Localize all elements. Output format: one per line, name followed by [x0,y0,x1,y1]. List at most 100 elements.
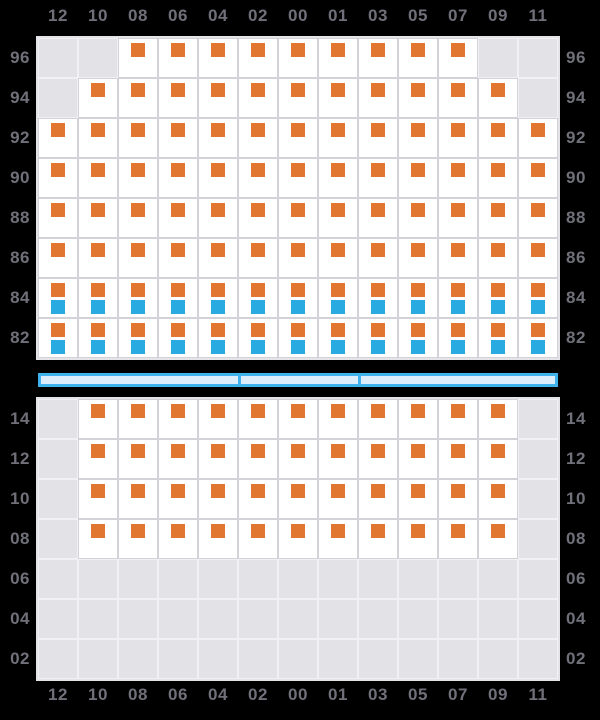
grid-cell[interactable] [518,238,558,278]
grid-cell[interactable] [78,78,118,118]
grid-cell[interactable] [398,278,438,318]
grid-cell[interactable] [318,399,358,439]
grid-cell[interactable] [278,439,318,479]
grid-cell[interactable] [158,278,198,318]
grid-cell[interactable] [318,158,358,198]
grid-cell[interactable] [78,158,118,198]
grid-cell[interactable] [278,399,318,439]
grid-cell[interactable] [318,78,358,118]
grid-cell[interactable] [238,519,278,559]
grid-cell[interactable] [518,198,558,238]
grid-cell[interactable] [518,158,558,198]
grid-cell[interactable] [318,519,358,559]
grid-cell[interactable] [198,38,238,78]
grid-cell[interactable] [358,78,398,118]
grid-cell[interactable] [438,519,478,559]
grid-cell[interactable] [238,479,278,519]
grid-cell[interactable] [118,479,158,519]
grid-cell[interactable] [478,479,518,519]
grid-cell[interactable] [438,158,478,198]
grid-cell[interactable] [158,238,198,278]
grid-cell[interactable] [358,118,398,158]
grid-cell[interactable] [478,198,518,238]
grid-cell[interactable] [438,318,478,358]
grid-cell[interactable] [318,238,358,278]
grid-cell[interactable] [158,318,198,358]
grid-cell[interactable] [198,479,238,519]
grid-cell[interactable] [238,78,278,118]
grid-cell[interactable] [118,158,158,198]
grid-cell[interactable] [358,399,398,439]
grid-cell[interactable] [318,38,358,78]
grid-cell[interactable] [238,278,278,318]
grid-cell[interactable] [438,238,478,278]
grid-cell[interactable] [278,238,318,278]
grid-cell[interactable] [118,198,158,238]
grid-cell[interactable] [158,439,198,479]
grid-cell[interactable] [318,198,358,238]
grid-cell[interactable] [118,519,158,559]
grid-cell[interactable] [478,318,518,358]
grid-cell[interactable] [398,158,438,198]
grid-cell[interactable] [438,198,478,238]
grid-cell[interactable] [158,38,198,78]
grid-cell[interactable] [398,318,438,358]
grid-cell[interactable] [438,439,478,479]
grid-cell[interactable] [198,439,238,479]
grid-cell[interactable] [358,38,398,78]
grid-cell[interactable] [398,439,438,479]
grid-cell[interactable] [518,278,558,318]
grid-cell[interactable] [118,38,158,78]
grid-cell[interactable] [478,118,518,158]
grid-cell[interactable] [78,118,118,158]
grid-cell[interactable] [198,78,238,118]
grid-cell[interactable] [198,238,238,278]
grid-cell[interactable] [38,198,78,238]
grid-cell[interactable] [398,118,438,158]
grid-cell[interactable] [318,479,358,519]
grid-cell[interactable] [38,238,78,278]
grid-cell[interactable] [118,439,158,479]
grid-cell[interactable] [198,278,238,318]
grid-cell[interactable] [38,118,78,158]
grid-cell[interactable] [78,198,118,238]
grid-cell[interactable] [198,158,238,198]
grid-cell[interactable] [478,399,518,439]
grid-cell[interactable] [358,238,398,278]
grid-cell[interactable] [238,198,278,238]
grid-cell[interactable] [478,439,518,479]
grid-cell[interactable] [198,519,238,559]
grid-cell[interactable] [278,158,318,198]
grid-cell[interactable] [438,399,478,439]
grid-cell[interactable] [358,278,398,318]
grid-cell[interactable] [358,439,398,479]
grid-cell[interactable] [78,238,118,278]
grid-cell[interactable] [238,158,278,198]
grid-cell[interactable] [38,318,78,358]
grid-cell[interactable] [158,158,198,198]
grid-cell[interactable] [438,479,478,519]
grid-cell[interactable] [318,318,358,358]
grid-cell[interactable] [278,78,318,118]
grid-cell[interactable] [318,439,358,479]
grid-cell[interactable] [398,38,438,78]
grid-cell[interactable] [118,318,158,358]
grid-cell[interactable] [358,158,398,198]
grid-cell[interactable] [78,439,118,479]
grid-cell[interactable] [398,399,438,439]
grid-cell[interactable] [478,278,518,318]
grid-cell[interactable] [158,118,198,158]
grid-cell[interactable] [158,198,198,238]
grid-cell[interactable] [238,439,278,479]
grid-cell[interactable] [358,318,398,358]
grid-cell[interactable] [118,278,158,318]
grid-cell[interactable] [78,278,118,318]
grid-cell[interactable] [198,198,238,238]
grid-cell[interactable] [198,118,238,158]
grid-cell[interactable] [198,399,238,439]
grid-cell[interactable] [238,318,278,358]
grid-cell[interactable] [38,158,78,198]
grid-cell[interactable] [158,399,198,439]
grid-cell[interactable] [398,238,438,278]
grid-cell[interactable] [438,38,478,78]
